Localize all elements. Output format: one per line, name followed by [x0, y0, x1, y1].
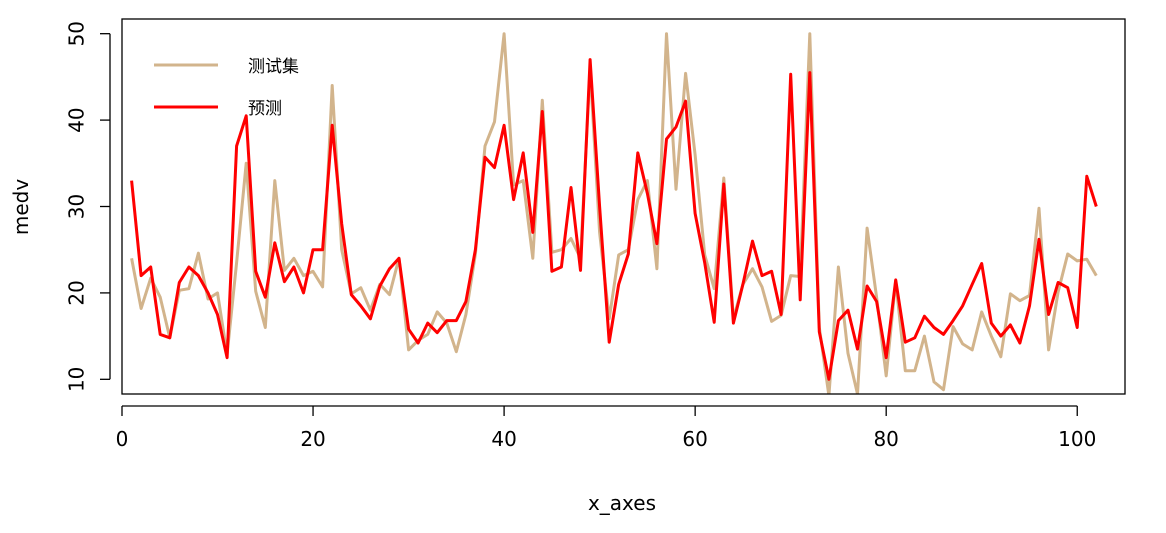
x-tick-label: 60 [682, 427, 707, 451]
x-tick-label: 20 [300, 427, 325, 451]
x-axis: 0 20 40 60 80 100 [116, 405, 1096, 451]
plot-frame [121, 18, 1126, 395]
y-tick-label: 10 [65, 367, 89, 392]
plot-area [130, 32, 1098, 394]
series-line-pred [130, 58, 1098, 381]
legend-label-test: 测试集 [248, 57, 299, 77]
legend: 测试集 预测 [154, 57, 299, 119]
x-tick-label: 0 [116, 427, 129, 451]
y-axis-title: medv [9, 179, 33, 235]
y-tick-label: 30 [65, 194, 89, 219]
y-tick-label: 40 [65, 107, 89, 132]
y-tick-label: 20 [65, 280, 89, 305]
legend-label-pred: 预测 [248, 99, 282, 119]
y-tick-label: 50 [65, 21, 89, 46]
x-tick-label: 80 [873, 427, 898, 451]
x-axis-title: x_axes [588, 491, 656, 515]
series-line-test [130, 32, 1098, 394]
x-tick-label: 40 [491, 427, 516, 451]
x-tick-label: 100 [1058, 427, 1096, 451]
y-axis: 10 20 30 40 50 [65, 21, 111, 392]
